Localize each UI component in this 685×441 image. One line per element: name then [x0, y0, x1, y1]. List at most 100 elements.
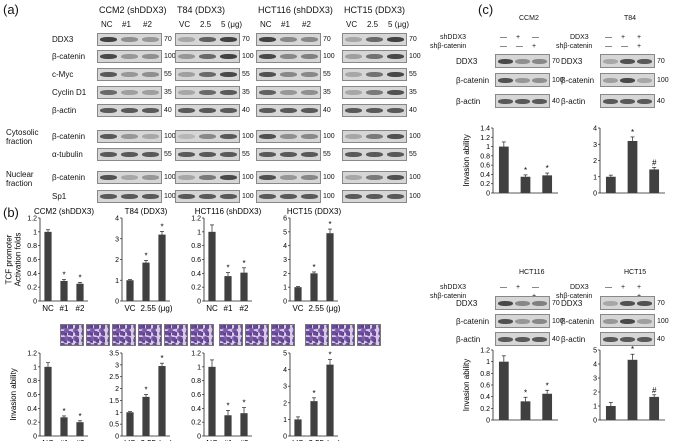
- panel-label-c: (c): [478, 2, 494, 17]
- invasion-image: [245, 324, 269, 346]
- protein-band: [498, 78, 513, 83]
- protein-band: [259, 54, 276, 59]
- protein-label: DDX3: [561, 299, 583, 308]
- mw-marker: 70: [164, 36, 172, 43]
- blot-strip: [97, 86, 162, 99]
- protein-band: [220, 72, 237, 77]
- protein-label: β-catenin: [52, 52, 86, 61]
- protein-band: [498, 99, 513, 104]
- protein-band: [178, 175, 195, 180]
- protein-band: [142, 90, 159, 95]
- protein-band: [199, 134, 216, 139]
- protein-label: β-catenin: [561, 76, 595, 85]
- lane-label: #2: [143, 20, 152, 29]
- protein-band: [366, 108, 383, 113]
- mw-marker: 100: [164, 53, 176, 60]
- mw-marker: 100: [409, 193, 421, 200]
- protein-band: [345, 72, 362, 77]
- protein-band: [220, 108, 237, 113]
- protein-band: [345, 134, 362, 139]
- invasion-image: [305, 324, 329, 346]
- protein-band: [259, 90, 276, 95]
- sign-mark: +: [637, 284, 642, 291]
- protein-band: [603, 337, 618, 342]
- protein-band: [220, 54, 237, 59]
- fraction-label: Cytosolic fraction: [6, 128, 39, 146]
- mw-marker: 40: [552, 336, 560, 343]
- protein-label: β-actin: [561, 97, 586, 106]
- blot-title: T84: [624, 15, 637, 22]
- protein-band: [532, 337, 547, 342]
- blot-strip: [256, 86, 321, 99]
- protein-band: [301, 72, 318, 77]
- mw-marker: 100: [242, 193, 254, 200]
- protein-band: [515, 78, 530, 83]
- protein-band: [199, 152, 216, 157]
- protein-band: [142, 108, 159, 113]
- protein-band: [142, 194, 159, 199]
- protein-band: [280, 175, 297, 180]
- protein-band: [100, 54, 117, 59]
- protein-band: [366, 175, 383, 180]
- mw-marker: 40: [657, 98, 665, 105]
- protein-band: [121, 134, 138, 139]
- protein-band: [199, 108, 216, 113]
- sign-mark: +: [532, 43, 537, 50]
- sign-mark: —: [605, 43, 612, 50]
- blot-title: HCT116 (shDDX3): [258, 5, 333, 15]
- protein-band: [178, 72, 195, 77]
- sign-mark: —: [605, 34, 612, 41]
- invasion-image: [86, 324, 110, 346]
- protein-band: [498, 301, 513, 306]
- protein-band: [345, 108, 362, 113]
- protein-label: β-actin: [456, 335, 481, 344]
- sign-mark: —: [516, 43, 523, 50]
- mw-marker: 100: [323, 133, 335, 140]
- protein-band: [366, 134, 383, 139]
- blot-strip: [97, 171, 162, 184]
- protein-band: [301, 108, 318, 113]
- protein-band: [280, 152, 297, 157]
- sign-mark: +: [621, 34, 626, 41]
- lane-label: VC: [179, 20, 191, 29]
- protein-label: β-catenin: [456, 317, 490, 326]
- protein-band: [620, 59, 635, 64]
- protein-band: [515, 59, 530, 64]
- protein-band: [121, 90, 138, 95]
- mw-marker: 100: [164, 193, 176, 200]
- protein-band: [178, 54, 195, 59]
- protein-band: [387, 134, 404, 139]
- protein-band: [178, 152, 195, 157]
- invasion-image: [138, 324, 162, 346]
- protein-band: [178, 37, 195, 42]
- protein-band: [100, 72, 117, 77]
- protein-band: [620, 78, 635, 83]
- invasion-image: [357, 324, 381, 346]
- lane-label: #1: [122, 20, 131, 29]
- protein-band: [345, 152, 362, 157]
- mw-marker: 100: [657, 318, 669, 325]
- panel-label-a: (a): [3, 2, 19, 17]
- sign-mark: —: [500, 43, 507, 50]
- protein-band: [280, 37, 297, 42]
- protein-band: [387, 194, 404, 199]
- lane-label: 2.5: [367, 20, 379, 29]
- protein-band: [121, 152, 138, 157]
- protein-label: β-catenin: [52, 173, 86, 182]
- protein-band: [121, 194, 138, 199]
- mw-marker: 55: [242, 71, 250, 78]
- condition-label: shβ-catenin: [430, 293, 467, 300]
- protein-band: [366, 54, 383, 59]
- mw-marker: 100: [657, 77, 669, 84]
- protein-band: [532, 59, 547, 64]
- protein-label: β-actin: [52, 106, 77, 115]
- protein-band: [603, 301, 618, 306]
- protein-band: [532, 78, 547, 83]
- protein-band: [121, 72, 138, 77]
- mw-marker: 100: [552, 318, 564, 325]
- lane-label: NC: [101, 20, 113, 29]
- lane-label: 5 (μg): [388, 20, 410, 29]
- protein-band: [259, 108, 276, 113]
- protein-band: [259, 152, 276, 157]
